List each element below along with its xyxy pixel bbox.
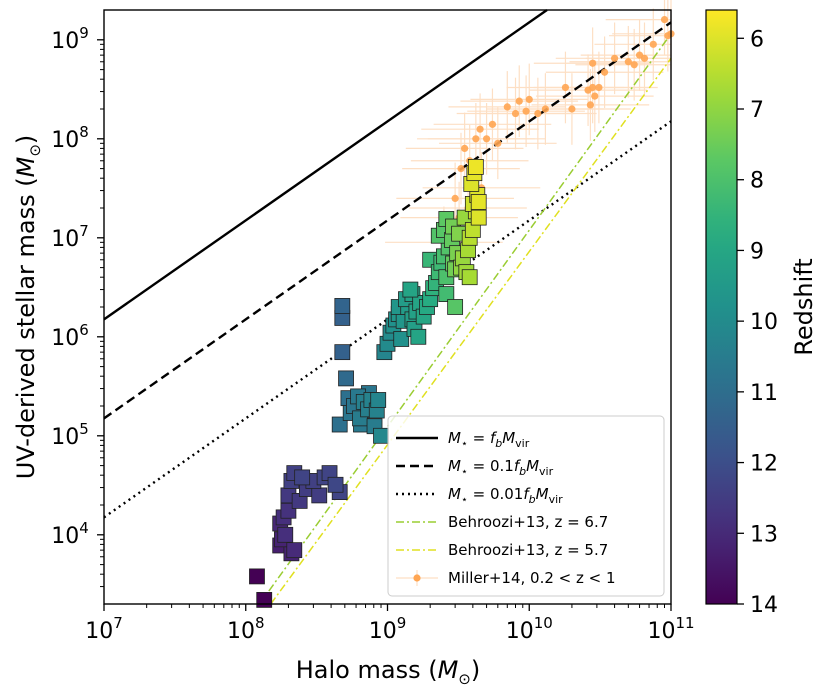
redshift-square <box>470 194 487 210</box>
x-axis: 107 108 109 1010 1011 <box>85 604 695 644</box>
legend-label-fb001: M⋆ = 0.01fbMvir <box>448 485 563 506</box>
miller-point <box>472 135 480 143</box>
redshift-square <box>334 344 351 361</box>
redshift-squares <box>249 159 487 608</box>
colorbar-tick-label: 9 <box>750 239 764 264</box>
redshift-square <box>370 392 387 408</box>
miller-point <box>610 54 619 62</box>
miller-point <box>640 54 649 62</box>
redshift-square <box>286 542 303 559</box>
miller-point <box>482 135 491 143</box>
miller-point <box>503 103 511 111</box>
colorbar-tick-label: 13 <box>750 522 778 547</box>
redshift-square <box>373 427 389 444</box>
redshift-square <box>470 209 487 226</box>
y-axis: 104 105 106 107 108 109 <box>51 24 104 588</box>
x-axis-label: Halo mass (M⊙) <box>296 656 481 688</box>
y-axis-label: UV-derived stellar mass (M⊙) <box>12 135 44 480</box>
y-tick-label: 108 <box>51 123 89 153</box>
redshift-square <box>249 568 265 585</box>
miller-point <box>660 15 669 24</box>
legend-box <box>387 415 665 597</box>
miller-point <box>591 92 599 100</box>
redshift-square <box>327 476 344 493</box>
miller-point <box>522 107 530 115</box>
redshift-square <box>334 298 351 314</box>
miller-point <box>534 109 542 118</box>
miller-point <box>630 61 638 69</box>
miller-point <box>494 139 502 147</box>
miller-point <box>561 83 570 92</box>
redshift-square <box>402 281 419 298</box>
colorbar: Redshift 6 7 8 9 10 11 12 13 14 <box>705 9 818 618</box>
legend: M⋆ = fbMvir M⋆ = 0.1fbMvir M⋆ = 0.01fbMvir… <box>387 415 665 597</box>
redshift-square <box>338 370 354 387</box>
colorbar-tick-label: 7 <box>750 98 764 123</box>
redshift-square <box>256 592 273 608</box>
miller-point <box>649 40 657 48</box>
redshift-square <box>461 269 478 286</box>
x-tick-label: 1011 <box>647 614 694 644</box>
redshift-square <box>294 469 311 486</box>
y-tick-label: 107 <box>51 222 89 252</box>
legend-label-behroozi-0: Behroozi+13, z = 6.7 <box>448 513 608 531</box>
colorbar-tick-label: 14 <box>750 593 778 618</box>
legend-label-fb01: M⋆ = 0.1fbMvir <box>448 457 554 478</box>
miller-point <box>586 101 594 109</box>
y-tick-label: 104 <box>51 519 89 549</box>
y-tick-label: 105 <box>51 420 89 450</box>
y-tick-label: 106 <box>51 321 89 351</box>
miller-point <box>488 120 497 128</box>
miller-point <box>541 105 550 113</box>
redshift-square <box>467 159 484 175</box>
behroozi-lines <box>258 33 672 605</box>
colorbar-tick-label: 6 <box>750 27 764 52</box>
colorbar-tick-label: 8 <box>750 169 764 194</box>
redshift-square <box>447 299 464 315</box>
miller-point <box>525 95 533 104</box>
miller-point <box>511 109 520 118</box>
redshift-square <box>438 286 455 302</box>
legend-label-behroozi-1: Behroozi+13, z = 5.7 <box>448 541 608 559</box>
redshift-square <box>410 328 427 345</box>
redshift-square <box>277 526 294 543</box>
legend-handle-miller <box>413 574 421 582</box>
behroozi-line-0 <box>258 33 672 605</box>
x-tick-label: 109 <box>369 614 407 644</box>
colorbar-label: Redshift <box>790 258 818 355</box>
y-tick-label: 109 <box>51 24 89 54</box>
miller-point <box>515 97 523 105</box>
colorbar-tick-label: 12 <box>750 452 778 477</box>
x-tick-label: 1010 <box>506 614 553 644</box>
miller-point <box>451 194 459 203</box>
behroozi-line-1 <box>270 57 672 605</box>
line-fb01 <box>103 21 672 420</box>
miller-point <box>457 165 465 173</box>
colorbar-gradient <box>705 9 738 605</box>
redshift-square <box>311 487 328 504</box>
miller-point <box>624 58 632 66</box>
legend-label-fb: M⋆ = fbMvir <box>448 429 530 450</box>
legend-label-miller: Miller+14, 0.2 < z < 1 <box>448 569 616 587</box>
miller-point <box>476 125 484 133</box>
colorbar-tick-label: 10 <box>750 310 778 335</box>
miller-point <box>589 83 597 92</box>
miller-point <box>461 144 469 152</box>
line-fb <box>103 9 548 321</box>
miller-point <box>595 83 603 92</box>
miller-point <box>600 68 609 76</box>
miller-point <box>568 105 576 113</box>
x-tick-label: 107 <box>85 614 123 644</box>
redshift-square <box>393 331 410 347</box>
colorbar-tick-label: 11 <box>750 381 778 406</box>
miller-point <box>589 59 597 67</box>
x-tick-label: 108 <box>227 614 265 644</box>
